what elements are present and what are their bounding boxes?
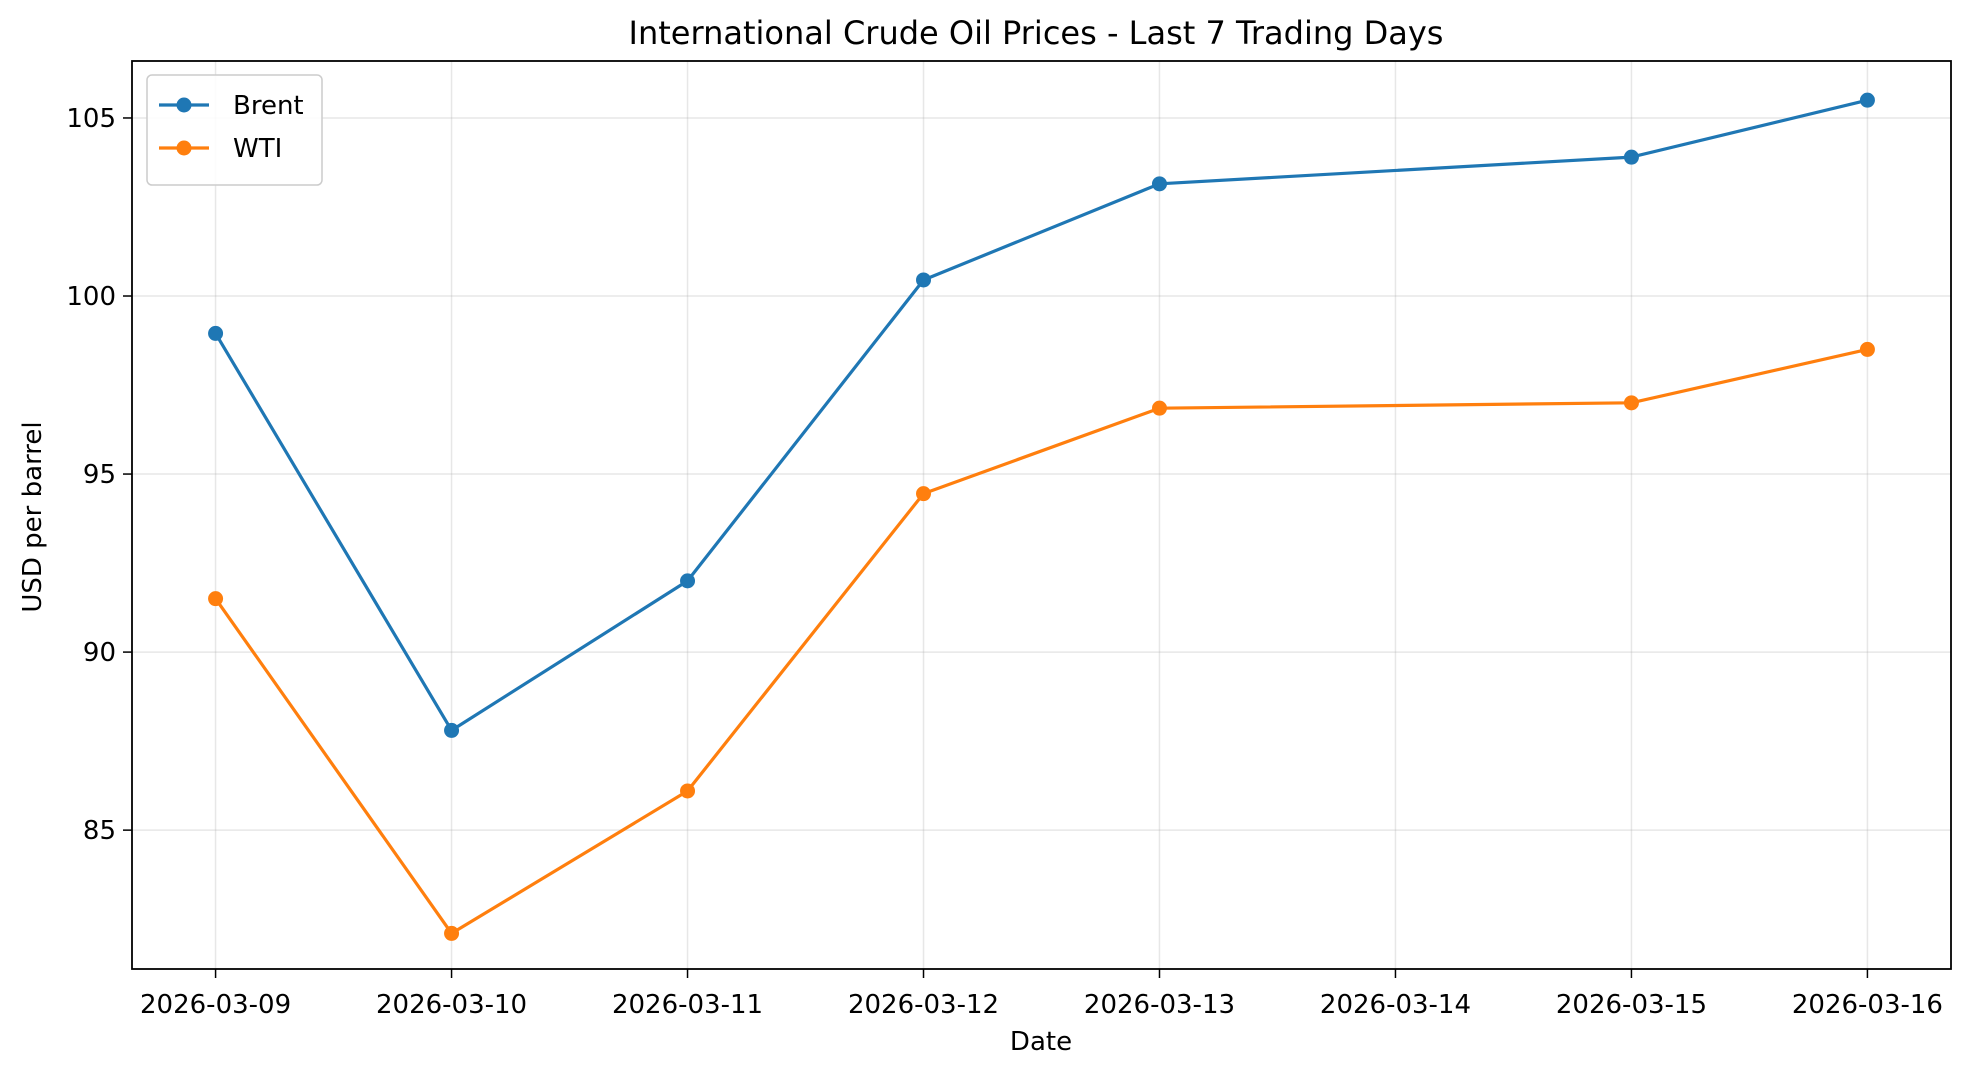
legend-marker-brent — [176, 97, 192, 113]
chart-title: International Crude Oil Prices - Last 7 … — [629, 14, 1444, 52]
data-point-brent — [208, 325, 224, 341]
x-axis-ticks: 2026-03-09 2026-03-10 2026-03-11 2026-03-12… — [140, 969, 1943, 1020]
data-point-brent — [916, 272, 932, 288]
data-point-brent — [680, 573, 696, 589]
series-wti — [208, 341, 1875, 941]
data-point-brent — [444, 722, 460, 738]
data-point-wti — [1151, 400, 1167, 416]
series-line-wti — [214, 347, 1868, 936]
x-tick-label: 2026-03-11 — [612, 990, 763, 1020]
y-axis-ticks: 85 90 95 100 105 — [66, 104, 132, 846]
series-layer — [208, 92, 1875, 941]
x-axis-label: Date — [1010, 1027, 1072, 1057]
series-line-brent — [214, 98, 1868, 733]
x-tick-label: 2026-03-16 — [1792, 990, 1943, 1020]
data-point-wti — [208, 591, 224, 607]
x-tick-label: 2026-03-14 — [1320, 990, 1471, 1020]
y-tick-label: 100 — [66, 282, 116, 312]
data-point-wti — [680, 783, 696, 799]
grid — [132, 61, 1951, 969]
data-point-wti — [1859, 341, 1875, 357]
y-tick-label: 85 — [83, 816, 116, 846]
legend-marker-wti — [176, 140, 192, 156]
y-tick-label: 95 — [83, 460, 116, 490]
plot-area-frame — [131, 60, 1952, 970]
data-point-wti — [916, 486, 932, 502]
x-tick-label: 2026-03-10 — [376, 990, 527, 1020]
x-tick-label: 2026-03-15 — [1556, 990, 1707, 1020]
legend-label-wti: WTI — [233, 134, 282, 164]
legend: Brent WTI — [146, 74, 323, 186]
y-tick-label: 105 — [66, 104, 116, 134]
data-point-brent — [1151, 176, 1167, 192]
data-point-wti — [1623, 395, 1639, 411]
data-point-brent — [1623, 149, 1639, 165]
data-point-brent — [1859, 92, 1875, 108]
y-axis-label: USD per barrel — [18, 421, 48, 612]
data-point-wti — [444, 925, 460, 941]
x-tick-label: 2026-03-13 — [1084, 990, 1235, 1020]
legend-label-brent: Brent — [233, 91, 304, 121]
y-tick-label: 90 — [83, 638, 116, 668]
x-tick-label: 2026-03-12 — [848, 990, 999, 1020]
x-tick-label: 2026-03-09 — [140, 990, 291, 1020]
series-brent — [208, 92, 1875, 738]
